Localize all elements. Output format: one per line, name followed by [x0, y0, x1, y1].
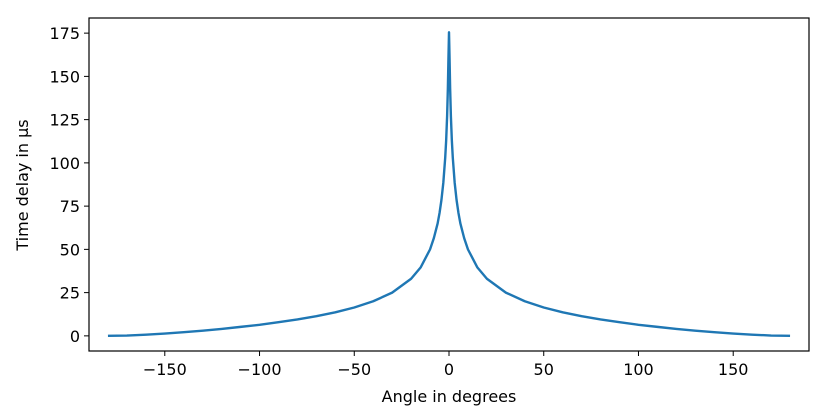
- y-tick-label: 75: [60, 197, 80, 216]
- x-tick-label: 100: [623, 360, 654, 379]
- y-tick-label: 150: [49, 67, 80, 86]
- y-tick-label: 125: [49, 111, 80, 130]
- x-tick-label: 50: [534, 360, 554, 379]
- x-tick-label: −150: [143, 360, 187, 379]
- y-axis-label: Time delay in μs: [13, 119, 32, 251]
- x-tick-label: −50: [337, 360, 371, 379]
- x-tick-label: −100: [238, 360, 282, 379]
- y-axis: 0 25 50 75 100 125 150 175: [49, 24, 89, 346]
- series-line-0: [107, 31, 791, 338]
- y-tick-label: 25: [60, 284, 80, 303]
- x-tick-label: 0: [444, 360, 454, 379]
- x-tick-label: 150: [718, 360, 749, 379]
- y-tick-label: 175: [49, 24, 80, 43]
- y-tick-label: 100: [49, 154, 80, 173]
- y-tick-label: 0: [70, 327, 80, 346]
- x-axis-label: Angle in degrees: [382, 387, 517, 406]
- x-axis: −150 −100 −50 0 50 100 150: [143, 351, 749, 379]
- y-tick-label: 50: [60, 240, 80, 259]
